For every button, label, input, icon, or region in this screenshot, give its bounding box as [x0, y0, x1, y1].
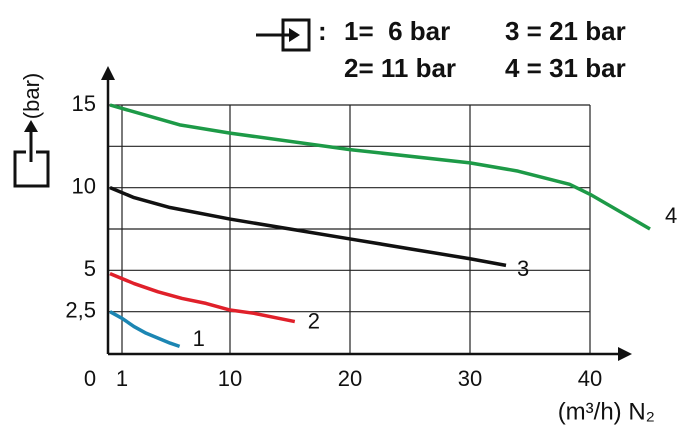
y-tick-label: 15	[72, 91, 96, 116]
curve-label: 3	[517, 256, 529, 281]
y-tick-label: 5	[84, 256, 96, 281]
x-tick-label: 40	[578, 366, 602, 391]
legend-entry: 2= 11 bar	[344, 53, 456, 83]
legend-entry: 3 = 21 bar	[505, 16, 626, 46]
axes	[106, 78, 620, 356]
series-line	[109, 272, 296, 324]
y-axis-arrow	[101, 66, 115, 80]
curve-label: 2	[308, 308, 320, 333]
y-tick-label: 2,5	[65, 297, 96, 322]
y-axis-label: (bar)	[19, 73, 44, 119]
legend-entry: 4 = 31 bar	[505, 53, 626, 83]
legend-entry: 1= 6 bar	[344, 16, 450, 46]
x-tick-label: 10	[218, 366, 242, 391]
curve-label: 1	[193, 326, 205, 351]
legend-prefix: :	[318, 16, 327, 46]
y-tick-label: 10	[72, 173, 96, 198]
x-tick-label: 30	[458, 366, 482, 391]
series-line	[109, 103, 651, 231]
series-line	[109, 186, 507, 268]
x-axis-arrow	[618, 347, 632, 361]
series-line	[109, 310, 181, 349]
curve-label: 4	[665, 203, 677, 228]
x-tick-label: 1	[116, 366, 128, 391]
x-axis-label: (m³/h) N₂	[558, 398, 655, 425]
x-tick-label: 0	[84, 366, 96, 391]
inlet-icon	[256, 18, 311, 52]
x-tick-label: 20	[338, 366, 362, 391]
outlet-icon	[13, 120, 50, 188]
